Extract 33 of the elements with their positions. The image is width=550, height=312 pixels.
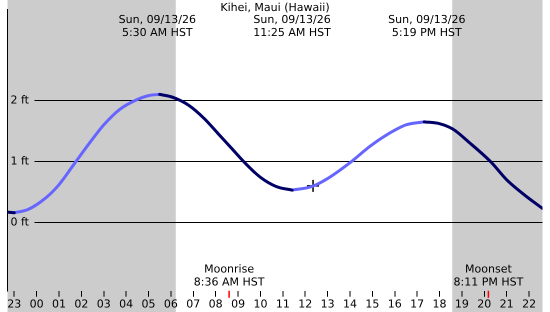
annotation: Sun, 09/13/26 5:30 AM HST — [118, 12, 196, 39]
x-tick-label: 03 — [96, 297, 111, 310]
ref-line-label: Moonset 8:11 PM HST — [454, 262, 524, 289]
x-tick-label: 15 — [365, 297, 380, 310]
annotation: Sun, 09/13/26 11:25 AM HST — [253, 12, 332, 39]
x-tick-label: 21 — [500, 297, 514, 310]
x-tick-label: 06 — [164, 297, 178, 310]
x-tick-label: 01 — [52, 297, 66, 310]
x-tick-label: 14 — [342, 297, 357, 310]
x-tick-label: 22 — [522, 297, 536, 310]
annotation: Sun, 09/13/26 5:19 PM HST — [388, 12, 466, 39]
x-tick-label: 09 — [231, 297, 246, 310]
x-tick-label: 16 — [388, 297, 402, 310]
chart-title: Kihei, Maui (Hawaii) — [220, 0, 330, 14]
x-tick-label: 10 — [253, 297, 268, 310]
x-tick-label: 23 — [7, 297, 22, 310]
y-tick-label: 0 ft — [10, 215, 30, 228]
x-tick-label: 05 — [142, 297, 156, 310]
x-tick-label: 11 — [276, 297, 290, 310]
x-tick-label: 08 — [208, 297, 223, 310]
x-tick-label: 12 — [298, 297, 312, 310]
y-tick-label: 1 ft — [10, 154, 30, 168]
x-tick-label: 20 — [477, 297, 492, 310]
y-tick-label: 2 ft — [10, 93, 30, 106]
x-tick-label: 00 — [30, 297, 44, 310]
x-tick-label: 18 — [432, 297, 447, 310]
ref-line-label: Moonrise 8:36 AM HST — [194, 262, 265, 289]
x-tick-label: 13 — [320, 297, 335, 310]
x-tick-label: 04 — [119, 297, 134, 310]
x-tick-label: 19 — [454, 297, 469, 310]
x-tick-label: 17 — [410, 297, 424, 310]
x-tick-label: 02 — [74, 297, 88, 310]
x-tick-label: 07 — [186, 297, 200, 310]
